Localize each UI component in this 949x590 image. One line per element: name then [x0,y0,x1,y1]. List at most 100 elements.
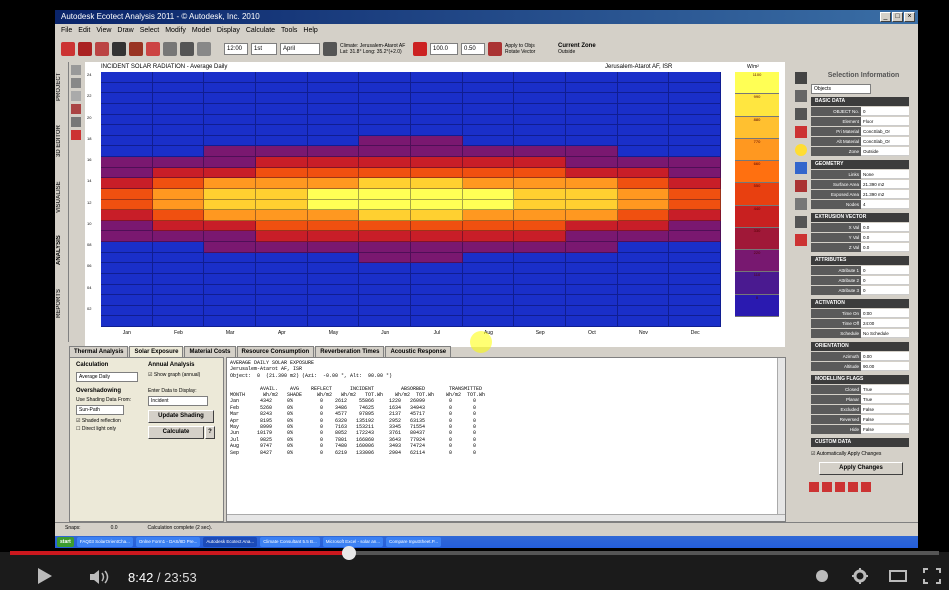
tab-reverb[interactable]: Reverberation Times [315,346,385,357]
analysis-icon[interactable] [146,42,160,56]
links-value[interactable]: None [861,170,909,179]
tab-thermal[interactable]: Thermal Analysis [69,346,129,357]
y-value[interactable]: 0.0 [861,233,909,242]
azimuth-value[interactable]: 0.00 [861,352,909,361]
tab-reports[interactable]: REPORTS [56,288,62,318]
menu-tools[interactable]: Tools [281,27,298,34]
excluded-value[interactable]: False [861,405,909,414]
progress-knob[interactable] [342,546,357,560]
month-field[interactable]: April [280,43,320,55]
reversed-value[interactable]: False [861,415,909,424]
theater-mode-icon[interactable] [888,567,908,585]
zoom-field-2[interactable]: 0.50 [461,43,485,55]
schedule-value[interactable]: No Schedule [861,329,909,338]
shape-icon[interactable] [795,126,807,138]
redo-icon[interactable] [197,42,211,56]
video-frame[interactable]: Autodesk Ecotect Analysis 2011 - © Autod… [55,10,918,548]
volume-icon[interactable] [88,569,112,585]
calculation-select[interactable]: Average Daily [76,372,138,382]
attributes-header[interactable]: ATTRIBUTES [811,256,909,265]
pan-icon[interactable] [71,65,81,75]
alt-material-value[interactable]: ConcSlab_Or [861,137,909,146]
zoom-icon[interactable] [413,42,427,56]
reflection-icon[interactable] [95,42,109,56]
fullscreen-icon[interactable] [922,567,942,585]
zoom-in-icon[interactable] [71,78,81,88]
selection-filter[interactable]: Objects [811,84,871,94]
auto-apply-checkbox[interactable]: ☑ Automatically Apply Changes [811,451,882,457]
planar-value[interactable]: True [861,395,909,404]
calculate-button[interactable]: Calculate [148,426,204,439]
render-icon[interactable] [129,42,143,56]
tab-resource[interactable]: Resource Consumption [236,346,315,357]
quality-icon[interactable] [812,567,832,585]
zone-value[interactable]: Outside [861,147,909,156]
settings-icon[interactable] [180,42,194,56]
object-icon[interactable] [795,162,807,174]
shaded-reflection-checkbox[interactable]: ☑ Shaded reflection [76,418,121,424]
element-value[interactable]: Floor [861,117,909,126]
pointer-icon[interactable] [795,72,807,84]
display-select[interactable]: Incident [148,396,208,406]
taskbar-item-5[interactable]: Microsoft Excel - solar an... [322,537,383,547]
group-icon[interactable] [822,482,832,492]
camera-icon[interactable] [112,42,126,56]
direct-light-checkbox[interactable]: ☐ Direct light only [76,426,117,432]
light-icon[interactable] [795,144,807,156]
tab-solar[interactable]: Solar Exposure [129,346,184,357]
location-icon[interactable] [323,42,337,56]
menu-help[interactable]: Help [303,27,318,34]
play-button[interactable] [38,568,52,584]
tab-acoustic[interactable]: Acoustic Response [385,346,452,357]
link-icon[interactable] [835,482,845,492]
fit-icon[interactable] [71,91,81,101]
time-off-value[interactable]: 24:00 [861,319,909,328]
nodes-value[interactable]: 4 [861,200,909,209]
closed-value[interactable]: True [861,385,909,394]
time-field[interactable]: 12:00 [224,43,248,55]
attr3-value[interactable]: 0 [861,286,909,295]
modelling-flags-header[interactable]: MODELLING FLAGS [811,375,909,384]
shadow-icon[interactable] [78,42,92,56]
scale-icon[interactable] [488,42,502,56]
apply-label[interactable]: Apply to Objs [505,43,535,49]
results-output[interactable]: AVERAGE DAILY SOLAR EXPOSURE Jerusalem-At… [226,357,786,522]
apply-changes-button[interactable]: Apply Changes [819,462,903,475]
geometry-header[interactable]: GEOMETRY [811,160,909,169]
shading-select[interactable]: Sun-Path [76,405,124,415]
settings-icon[interactable] [795,108,807,120]
activation-header[interactable]: ACTIVATION [811,299,909,308]
menu-modify[interactable]: Modify [165,27,186,34]
unlink-icon[interactable] [848,482,858,492]
menu-file[interactable]: File [61,27,73,34]
start-button[interactable]: start [57,537,74,547]
tab-3d-editor[interactable]: 3D EDITOR [56,125,62,158]
taskbar-item-4[interactable]: Climate Consultant 5.5 B... [260,537,320,547]
output-hscrollbar[interactable] [227,514,785,521]
menu-edit[interactable]: Edit [78,27,91,34]
tool-icon[interactable] [163,42,177,56]
orientation-header[interactable]: ORIENTATION [811,342,909,351]
tool-icon[interactable] [795,90,807,102]
node-icon[interactable] [795,180,807,192]
z-value[interactable]: 0.0 [861,243,909,252]
basic-data-header[interactable]: BASIC DATA [811,97,909,106]
help-button[interactable]: ? [205,426,215,439]
day-field[interactable]: 1st [251,43,277,55]
extrusion-header[interactable]: EXTRUSION VECTOR [811,213,909,222]
update-shading-button[interactable]: Update Shading [148,410,214,423]
attr2-value[interactable]: 0 [861,276,909,285]
close-view-icon[interactable] [71,104,81,114]
close-button[interactable]: × [904,12,915,22]
taskbar-item-2[interactable]: Onlne Form1 - DAS/8D Pre... [135,537,201,547]
taskbar-item-6[interactable]: Compare InputSheet.P... [386,537,441,547]
output-scrollbar[interactable] [777,358,785,521]
marker-icon[interactable] [795,234,807,246]
exposed-area-value[interactable]: 21.390 m2 [861,190,909,199]
tab-material[interactable]: Material Costs [184,346,236,357]
tab-project[interactable]: PROJECT [56,72,62,102]
pri-material-value[interactable]: ConcSlab_Or [861,127,909,136]
show-graph-checkbox[interactable]: ☑ Show graph (annual) [148,372,201,378]
grid-icon[interactable] [795,198,807,210]
menu-calculate[interactable]: Calculate [245,27,276,34]
